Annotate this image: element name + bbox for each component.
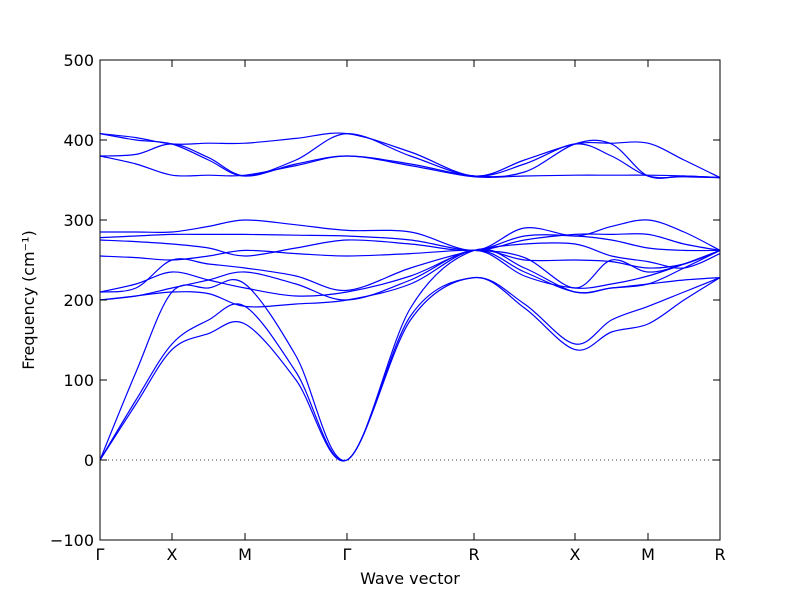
band-line [99,219,721,252]
band-line [99,276,721,462]
band-line [99,234,721,257]
band-line [99,155,721,179]
band-line [99,249,721,308]
y-tick-label: −100 [50,531,94,550]
x-tick-label: M [238,545,252,564]
band-line [99,233,721,252]
x-tick-label: Γ [343,545,352,564]
y-tick-label: 300 [63,211,94,230]
band-line [99,249,721,301]
band-line [99,132,721,179]
band-line [99,139,721,179]
y-tick-label: 400 [63,131,94,150]
x-tick-label: M [641,545,655,564]
y-tick-label: 500 [63,51,94,70]
plot-frame [99,59,721,541]
x-tick-label: R [468,545,479,564]
x-tick-label: X [167,545,178,564]
x-tick-label: Γ [96,545,105,564]
y-tick-label: 100 [63,371,94,390]
y-tick-label: 0 [84,451,94,470]
band-line [99,132,721,179]
y-axis-label: Frequency (cm⁻¹) [19,230,38,369]
x-axis-label: Wave vector [360,569,460,588]
band-line [99,249,721,297]
band-line [99,276,721,462]
x-tick-label: X [570,545,581,564]
band-line [99,249,721,289]
y-tick-label: 200 [63,291,94,310]
x-tick-label: R [714,545,725,564]
